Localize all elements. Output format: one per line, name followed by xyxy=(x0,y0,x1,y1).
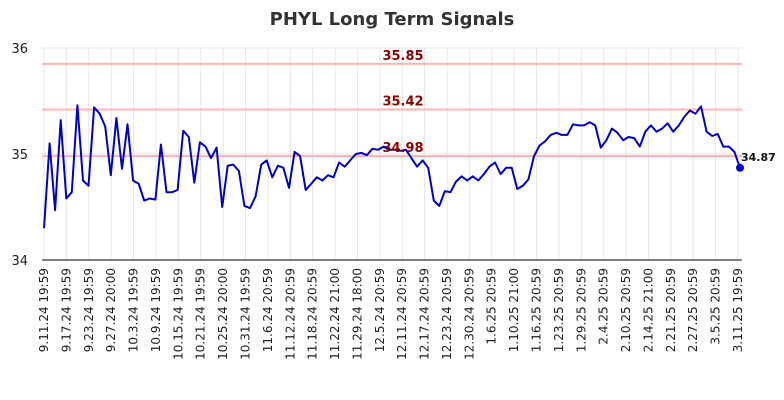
x-tick-label: 2.21.25 20:59 xyxy=(664,268,678,352)
x-tick-label: 2.14.25 21:00 xyxy=(641,268,655,352)
x-tick-label: 3.5.25 20:59 xyxy=(709,268,723,345)
axes: 34 35 36 9.11.24 19:59 9.17.24 19:59 9.23.24 … xyxy=(11,42,745,360)
chart-title: PHYL Long Term Signals xyxy=(270,9,515,30)
last-point-marker xyxy=(736,163,744,172)
x-tick-label: 2.4.25 20:59 xyxy=(597,268,611,345)
x-tick-label: 10.25.24 20:00 xyxy=(216,268,230,360)
x-tick-label: 11.18.24 20:59 xyxy=(306,268,320,360)
last-point-label: 34.87 xyxy=(741,151,776,164)
x-tick-label: 12.23.24 20:59 xyxy=(440,268,454,360)
x-tick-label: 1.29.25 20:59 xyxy=(574,268,588,352)
x-tick-label: 10.9.24 19:59 xyxy=(149,268,163,352)
y-tick-label: 36 xyxy=(11,42,28,57)
x-tick-label: 9.27.24 20:00 xyxy=(104,268,118,352)
horizontal-signal-lines xyxy=(42,62,742,158)
x-tick-label: 1.10.25 21:00 xyxy=(507,268,521,352)
x-tick-label: 12.11.24 20:59 xyxy=(395,268,409,360)
x-tick-label: 11.12.24 20:59 xyxy=(283,268,297,360)
x-tick-label: 9.17.24 19:59 xyxy=(59,268,73,352)
x-tick-label: 2.10.25 20:59 xyxy=(619,268,633,352)
x-tick-label: 3.11.25 19:59 xyxy=(731,268,745,352)
x-tick-label: 11.22.24 21:00 xyxy=(328,268,342,360)
x-tick-label: 12.5.24 20:59 xyxy=(373,268,387,352)
signal-line-label: 35.85 xyxy=(382,49,423,64)
x-tick-label: 1.6.25 20:59 xyxy=(485,268,499,345)
x-tick-label: 11.6.24 20:59 xyxy=(261,268,275,352)
x-tick-label: 12.30.24 20:59 xyxy=(462,268,476,360)
x-tick-label: 9.23.24 19:59 xyxy=(82,268,96,352)
x-tick-label: 1.16.25 20:59 xyxy=(530,268,544,352)
signal-line-label: 34.98 xyxy=(382,141,423,156)
x-tick-label: 10.31.24 19:59 xyxy=(238,268,252,360)
series-line xyxy=(43,104,741,229)
y-tick-label: 34 xyxy=(11,254,28,269)
y-tick-label: 35 xyxy=(11,148,28,163)
x-tick-label: 9.11.24 19:59 xyxy=(37,268,51,352)
x-tick-label: 2.27.25 20:59 xyxy=(686,268,700,352)
x-tick-label: 11.29.24 18:00 xyxy=(350,268,364,360)
signal-line-label: 35.42 xyxy=(382,94,423,109)
labels: 35.85 35.42 34.98 34.87 xyxy=(382,49,775,164)
series-layer xyxy=(43,104,744,229)
x-tick-label: 10.21.24 19:59 xyxy=(194,268,208,360)
x-tick-label: 1.23.25 20:59 xyxy=(552,268,566,352)
x-tick-label: 10.3.24 19:59 xyxy=(127,268,141,352)
x-tick-label: 10.15.24 19:59 xyxy=(171,268,185,360)
x-tick-label: 12.17.24 20:59 xyxy=(418,268,432,360)
